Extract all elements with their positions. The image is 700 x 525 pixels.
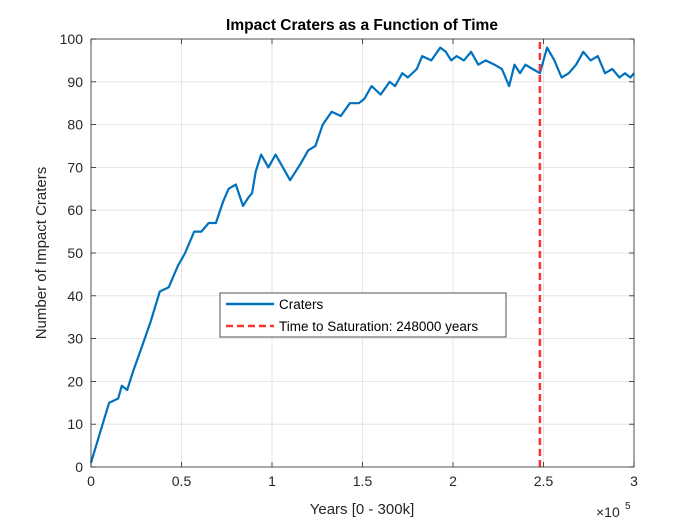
y-tick-label: 40 [67, 288, 83, 304]
x-tick-label: 0 [87, 473, 95, 489]
x-tick-label: 1.5 [353, 473, 373, 489]
chart-title: Impact Craters as a Function of Time [226, 17, 498, 34]
y-tick-labels: 0 10 20 30 40 50 60 70 80 90 100 [60, 31, 84, 475]
y-tick-label: 0 [75, 459, 83, 475]
x-tick-label: 1 [268, 473, 276, 489]
x-tick-label: 2 [449, 473, 457, 489]
x-tick-labels: 0 0.5 1 1.5 2 2.5 3 [87, 473, 638, 489]
y-tick-label: 80 [67, 117, 83, 133]
x-exponent-base: ×10 [596, 504, 620, 520]
y-tick-label: 90 [67, 74, 83, 90]
ticks [90, 38, 635, 468]
y-tick-label: 10 [67, 416, 83, 432]
x-axis-label: Years [0 - 300k] [310, 501, 415, 518]
x-tick-label: 3 [630, 473, 638, 489]
legend: Craters Time to Saturation: 248000 years [219, 292, 507, 338]
y-tick-label: 50 [67, 245, 83, 261]
y-tick-label: 70 [67, 159, 83, 175]
y-tick-label: 20 [67, 373, 83, 389]
y-axis-label: Number of Impact Craters [33, 167, 50, 340]
legend-label-craters: Craters [279, 297, 324, 312]
series-layer [89, 39, 635, 467]
legend-box [219, 292, 507, 338]
x-exponent-power: 5 [625, 501, 631, 512]
y-tick-label: 100 [60, 31, 84, 47]
y-tick-label: 30 [67, 331, 83, 347]
series-craters-line [89, 46, 635, 464]
x-tick-label: 0.5 [172, 473, 192, 489]
legend-label-saturation: Time to Saturation: 248000 years [279, 319, 478, 334]
x-tick-label: 2.5 [534, 473, 554, 489]
grid-y [91, 81, 634, 425]
x-exponent: ×10 5 [596, 501, 631, 520]
y-tick-label: 60 [67, 202, 83, 218]
